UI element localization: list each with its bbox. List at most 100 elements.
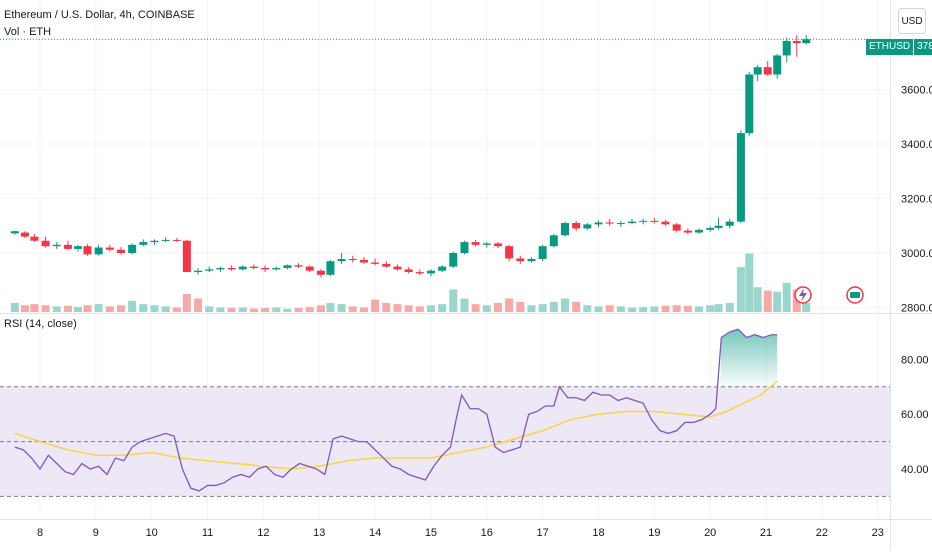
chart-title: Ethereum / U.S. Dollar, 4h, COINBASE xyxy=(4,9,195,21)
candle-body xyxy=(438,266,447,271)
candle-body xyxy=(549,235,558,247)
volume-bar xyxy=(639,307,648,312)
volume-bar xyxy=(305,307,314,312)
volume-bar xyxy=(782,282,791,312)
candle-body xyxy=(493,243,502,247)
volume-bar xyxy=(116,305,125,312)
volume-bar xyxy=(594,306,603,312)
candle-body xyxy=(227,267,236,270)
volume-bar xyxy=(337,304,346,312)
candle-body xyxy=(337,258,346,262)
volume-bar xyxy=(404,305,413,312)
time-tick-label: 12 xyxy=(257,527,269,539)
candle-body xyxy=(616,223,625,225)
candle-body xyxy=(20,232,29,237)
volume-bar xyxy=(194,298,203,312)
candle-body xyxy=(745,74,754,134)
candle-body xyxy=(326,261,335,275)
candle-body xyxy=(73,246,82,249)
volume-bar xyxy=(650,306,659,312)
volume-bar xyxy=(527,305,536,312)
volume-bar xyxy=(736,267,745,312)
candle-body xyxy=(505,246,514,259)
candle-body xyxy=(683,230,692,233)
volume-bar xyxy=(616,306,625,312)
volume-bar xyxy=(348,306,357,312)
candle-body xyxy=(763,67,772,75)
volume-bar xyxy=(150,305,159,312)
candle-body xyxy=(672,224,681,231)
volume-bar xyxy=(249,308,258,312)
volume-bar xyxy=(359,307,368,312)
candle-body xyxy=(161,239,170,241)
lightning-bolt-icon xyxy=(799,288,807,302)
price-tick-label: 3400.00 xyxy=(901,139,932,151)
volume-bar xyxy=(20,305,29,312)
time-tick-label: 16 xyxy=(481,527,493,539)
price-tick-label: 3200.00 xyxy=(901,194,932,206)
volume-bar xyxy=(294,307,303,312)
volume-bar xyxy=(538,304,547,312)
candle-body xyxy=(736,133,745,222)
volume-bar xyxy=(753,287,762,312)
candle-body xyxy=(538,246,547,259)
volume-bar xyxy=(238,307,247,312)
volume-bar xyxy=(83,305,92,312)
candle-body xyxy=(449,253,458,267)
currency-button[interactable]: USD xyxy=(898,8,926,34)
candle-body xyxy=(139,242,148,245)
volume-bar xyxy=(460,298,469,312)
rsi-legend: RSI (14, close) xyxy=(4,318,77,330)
volume-bar xyxy=(393,304,402,312)
volume-bar xyxy=(802,303,811,312)
volume-bar xyxy=(371,299,380,312)
candle-body xyxy=(10,231,19,234)
volume-bar xyxy=(628,307,637,312)
candle-body xyxy=(650,220,659,222)
volume-bar xyxy=(73,307,82,312)
candle-body xyxy=(792,40,801,44)
volume-bar xyxy=(763,290,772,312)
volume-bar xyxy=(172,307,181,312)
volume-bar xyxy=(438,304,447,312)
candle-body xyxy=(116,249,125,253)
candle-body xyxy=(583,224,592,229)
volume-bar xyxy=(560,298,569,312)
price-tick-label: 3600.00 xyxy=(901,85,932,97)
volume-bar xyxy=(695,306,704,312)
volume-bar xyxy=(572,301,581,312)
volume-bar xyxy=(105,306,114,312)
time-tick-label: 23 xyxy=(872,527,884,539)
candle-body xyxy=(415,272,424,274)
candle-body xyxy=(238,266,247,270)
volume-bar xyxy=(482,305,491,312)
volume-bar xyxy=(41,305,50,312)
candle-body xyxy=(94,247,103,255)
candle-body xyxy=(527,258,536,262)
candle-body xyxy=(105,247,114,250)
candle-body xyxy=(182,240,191,273)
volume-bar xyxy=(714,304,723,312)
volume-bar xyxy=(52,306,61,312)
volume-bar xyxy=(94,304,103,312)
rsi-line xyxy=(14,328,778,492)
volume-bar xyxy=(706,305,715,312)
volume-bar xyxy=(205,306,214,312)
candle-body xyxy=(753,67,762,75)
volume-bar xyxy=(583,305,592,312)
candle-body xyxy=(460,242,469,253)
candle-body xyxy=(249,266,258,268)
time-tick-label: 18 xyxy=(592,527,604,539)
volume-bar xyxy=(382,303,391,312)
volume-bar xyxy=(549,301,558,312)
candle-body xyxy=(482,243,491,245)
candle-body xyxy=(714,225,723,228)
volume-bar xyxy=(725,303,734,312)
time-tick-label: 21 xyxy=(760,527,772,539)
candle-body xyxy=(63,244,72,249)
time-tick-label: 22 xyxy=(816,527,828,539)
volume-bar xyxy=(216,307,225,312)
volume-bar xyxy=(10,303,19,312)
